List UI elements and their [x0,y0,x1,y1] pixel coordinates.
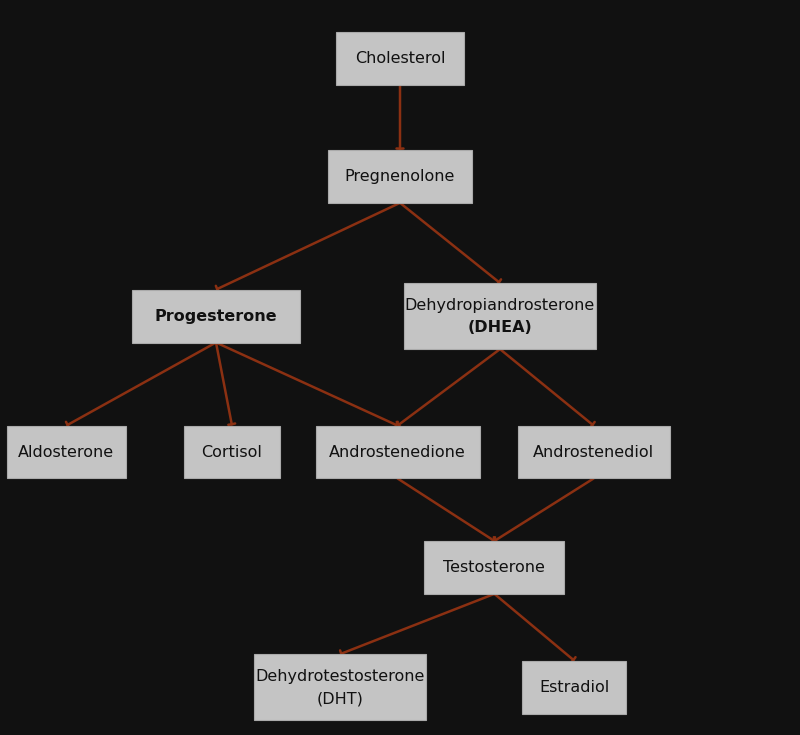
Text: Testosterone: Testosterone [443,560,546,575]
Text: Estradiol: Estradiol [539,680,610,695]
FancyBboxPatch shape [424,541,565,594]
Text: Dehydrotestosterone: Dehydrotestosterone [255,669,425,684]
Text: Progesterone: Progesterone [154,309,278,323]
FancyBboxPatch shape [184,426,280,478]
Text: Androstenediol: Androstenediol [533,445,654,459]
Text: Androstenedione: Androstenedione [330,445,466,459]
Text: Aldosterone: Aldosterone [18,445,114,459]
FancyBboxPatch shape [518,426,670,478]
FancyBboxPatch shape [315,426,480,478]
FancyBboxPatch shape [7,426,126,478]
Text: Cholesterol: Cholesterol [354,51,446,66]
FancyBboxPatch shape [254,654,426,720]
Text: Pregnenolone: Pregnenolone [345,169,455,184]
FancyBboxPatch shape [328,150,472,203]
Text: Cortisol: Cortisol [202,445,262,459]
Text: (DHEA): (DHEA) [468,320,532,335]
FancyBboxPatch shape [132,290,300,343]
Text: Dehydropiandrosterone: Dehydropiandrosterone [405,298,595,313]
FancyBboxPatch shape [522,661,626,714]
FancyBboxPatch shape [404,283,596,349]
Text: (DHT): (DHT) [317,692,363,706]
FancyBboxPatch shape [336,32,464,85]
